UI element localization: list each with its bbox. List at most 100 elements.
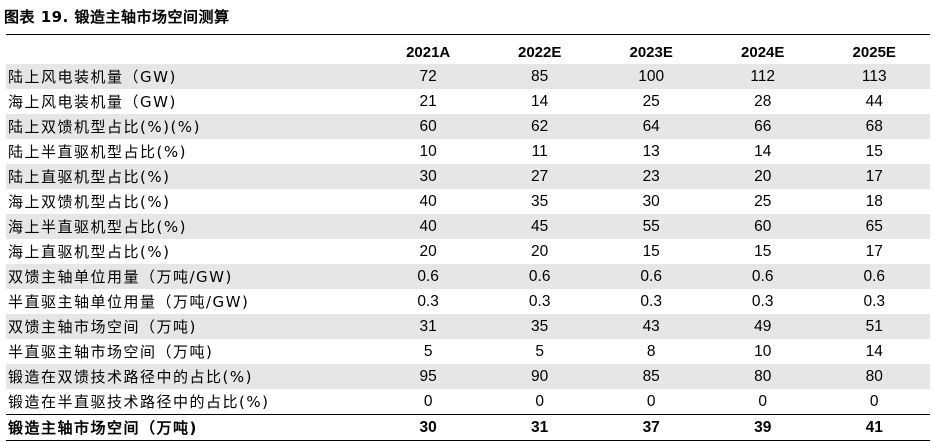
- header-2021a: 2021A: [406, 43, 451, 61]
- row-label: 半直驱主轴市场空间（万吨): [8, 343, 214, 361]
- row-value: 55: [595, 214, 707, 239]
- row-value: 5: [535, 342, 544, 360]
- row-value: 0.3: [640, 292, 662, 310]
- row-label: 陆上半直驱机型占比(%): [8, 143, 187, 161]
- row-value: 0: [535, 392, 544, 410]
- row-value: 72: [372, 64, 484, 89]
- table-row: 锻造在双馈技术路径中的占比(%) 95 90 85 80 80: [6, 364, 930, 389]
- total-row-value: 30: [372, 414, 484, 441]
- header-2025e: 2025E: [852, 43, 896, 61]
- row-value: 17: [865, 242, 883, 260]
- row-value: 14: [754, 142, 772, 160]
- table-row: 半直驱主轴市场空间（万吨) 5 5 8 10 14: [6, 339, 930, 364]
- row-value: 25: [642, 92, 660, 110]
- row-value: 85: [595, 364, 707, 389]
- row-value: 45: [483, 214, 596, 239]
- total-row-label: 锻造主轴市场空间（万吨): [6, 414, 373, 441]
- row-value: 60: [706, 214, 819, 239]
- row-value: 15: [865, 142, 883, 160]
- table-row: 陆上半直驱机型占比(%) 10 11 13 14 15: [6, 139, 930, 164]
- row-value: 64: [595, 114, 707, 139]
- total-row-value: 39: [706, 414, 819, 441]
- row-value: 40: [372, 214, 484, 239]
- row-label: 锻造在半直驱技术路径中的占比(%): [8, 393, 270, 411]
- row-value: 0.6: [818, 264, 930, 289]
- table-row: 陆上直驱机型占比(%) 30 27 23 20 17: [6, 164, 930, 189]
- row-label: 陆上直驱机型占比(%): [6, 164, 373, 189]
- row-value: 0.6: [483, 264, 596, 289]
- table-row: 双馈主轴单位用量（万吨/GW) 0.6 0.6 0.6 0.6 0.6: [6, 264, 930, 289]
- row-value: 17: [818, 164, 930, 189]
- row-label: 半直驱主轴单位用量（万吨/GW): [8, 293, 250, 311]
- row-value: 20: [419, 242, 437, 260]
- figure-title: 图表 19. 锻造主轴市场空间测算: [4, 8, 230, 26]
- top-rule: [6, 34, 930, 35]
- row-value: 10: [419, 142, 437, 160]
- row-value: 23: [595, 164, 707, 189]
- row-value: 0.6: [706, 264, 819, 289]
- row-value: 18: [865, 192, 883, 210]
- header-2023e: 2023E: [629, 43, 673, 61]
- row-value: 95: [372, 364, 484, 389]
- row-value: 90: [483, 364, 596, 389]
- total-row-value: 37: [595, 414, 707, 441]
- row-value: 14: [531, 92, 549, 110]
- row-value: 15: [754, 242, 772, 260]
- row-value: 11: [531, 142, 548, 160]
- row-value: 68: [818, 114, 930, 139]
- row-label: 海上半直驱机型占比(%): [6, 214, 373, 239]
- row-value: 62: [483, 114, 596, 139]
- row-value: 20: [531, 242, 549, 260]
- header-label-cell: [6, 40, 372, 64]
- row-value: 44: [865, 92, 883, 110]
- row-value: 40: [419, 192, 437, 210]
- row-value: 0.3: [751, 292, 774, 310]
- row-value: 60: [372, 114, 484, 139]
- row-value: 25: [754, 192, 772, 210]
- table-row: 陆上双馈机型占比(%)(%) 60 62 64 66 68: [6, 114, 930, 139]
- row-value: 0: [758, 392, 768, 410]
- row-value: 30: [372, 164, 484, 189]
- row-value: 35: [531, 192, 549, 210]
- row-label: 双馈主轴市场空间（万吨): [6, 314, 373, 339]
- row-value: 5: [423, 342, 433, 360]
- table-row: 海上半直驱机型占比(%) 40 45 55 60 65: [6, 214, 930, 239]
- row-value: 0.3: [863, 292, 886, 310]
- row-value: 113: [818, 64, 930, 89]
- row-value: 13: [642, 142, 660, 160]
- row-value: 65: [818, 214, 930, 239]
- row-value: 35: [483, 314, 596, 339]
- row-value: 80: [818, 364, 930, 389]
- row-value: 0: [423, 392, 433, 410]
- row-value: 15: [642, 242, 660, 260]
- forging-spindle-market-table: 2021A 2022E 2023E 2024E 2025E 陆上风电装机量（GW…: [6, 40, 930, 441]
- row-value: 14: [865, 342, 883, 360]
- row-label: 锻造在双馈技术路径中的占比(%): [6, 364, 373, 389]
- row-value: 112: [706, 64, 819, 89]
- header-2022e: 2022E: [517, 43, 562, 61]
- row-value: 27: [483, 164, 596, 189]
- total-row: 锻造主轴市场空间（万吨) 30 31 37 39 41: [6, 414, 930, 441]
- row-value: 49: [706, 314, 819, 339]
- row-value: 85: [483, 64, 596, 89]
- row-label: 陆上风电装机量（GW): [6, 64, 373, 89]
- row-value: 10: [754, 342, 772, 360]
- row-value: 8: [646, 342, 656, 360]
- table-row: 陆上风电装机量（GW) 72 85 100 112 113: [6, 64, 930, 89]
- row-label: 海上风电装机量（GW): [8, 93, 177, 111]
- row-value: 20: [706, 164, 819, 189]
- table-row: 海上双馈机型占比(%) 40 35 30 25 18: [6, 189, 930, 214]
- row-label: 双馈主轴单位用量（万吨/GW): [6, 264, 373, 289]
- row-value: 21: [419, 92, 437, 110]
- row-value: 66: [706, 114, 819, 139]
- table-row: 半直驱主轴单位用量（万吨/GW) 0.3 0.3 0.3 0.3 0.3: [6, 289, 930, 314]
- header-2024e: 2024E: [741, 43, 785, 61]
- table-row: 海上风电装机量（GW) 21 14 25 28 44: [6, 89, 930, 114]
- row-value: 31: [372, 314, 484, 339]
- row-value: 30: [642, 192, 660, 210]
- row-label: 海上直驱机型占比(%): [8, 243, 171, 261]
- total-row-value: 41: [818, 414, 930, 441]
- total-row-value: 31: [483, 414, 596, 441]
- row-value: 0.6: [595, 264, 707, 289]
- table-body: 陆上风电装机量（GW) 72 85 100 112 113 海上风电装机量（GW) 21 14 2…: [6, 64, 930, 441]
